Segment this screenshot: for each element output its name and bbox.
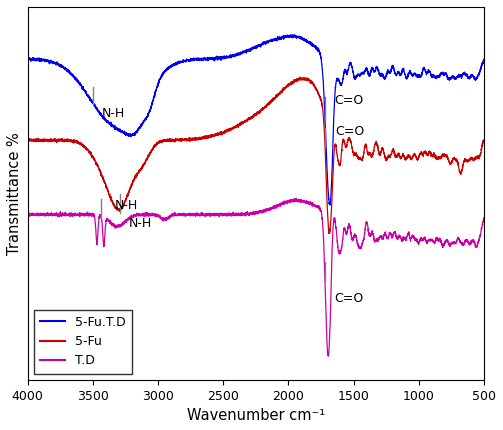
T.D (216, 213, 222, 218)
T.D (325, 353, 331, 359)
T.D (467, 241, 473, 246)
5-Fu (445, 155, 451, 160)
T.D (356, 246, 362, 251)
Line: T.D: T.D (28, 199, 484, 356)
5-Fu.T.D (327, 203, 333, 208)
Text: N-H: N-H (129, 217, 152, 230)
Line: 5-Fu.T.D: 5-Fu.T.D (28, 35, 484, 205)
Text: C=O: C=O (334, 292, 363, 305)
5-Fu (241, 120, 247, 125)
Text: C=O: C=O (334, 94, 363, 107)
5-Fu (467, 156, 473, 161)
5-Fu.T.D (241, 49, 247, 54)
5-Fu (220, 130, 226, 135)
5-Fu (216, 132, 222, 137)
5-Fu.T.D (25, 57, 31, 62)
X-axis label: Wavenumber cm⁻¹: Wavenumber cm⁻¹ (187, 408, 325, 423)
Text: C=O: C=O (336, 125, 365, 138)
T.D (292, 196, 298, 201)
Text: N-H: N-H (102, 107, 125, 120)
5-Fu.T.D (290, 32, 296, 37)
5-Fu (481, 138, 487, 143)
5-Fu (25, 138, 31, 143)
Text: N-H: N-H (115, 199, 138, 212)
5-Fu.T.D (216, 55, 222, 60)
5-Fu.T.D (481, 58, 487, 63)
5-Fu (356, 156, 362, 161)
T.D (25, 212, 31, 218)
5-Fu (297, 74, 303, 80)
5-Fu.T.D (445, 77, 451, 82)
T.D (481, 216, 487, 221)
T.D (220, 212, 226, 218)
5-Fu.T.D (220, 55, 226, 60)
Legend: 5-Fu.T.D, 5-Fu, T.D: 5-Fu.T.D, 5-Fu, T.D (34, 310, 132, 374)
Line: 5-Fu: 5-Fu (28, 77, 484, 233)
5-Fu (326, 231, 332, 236)
Y-axis label: Transmittance %: Transmittance % (7, 132, 22, 255)
5-Fu.T.D (467, 74, 473, 79)
T.D (445, 240, 451, 245)
T.D (241, 212, 247, 217)
5-Fu.T.D (356, 72, 362, 77)
